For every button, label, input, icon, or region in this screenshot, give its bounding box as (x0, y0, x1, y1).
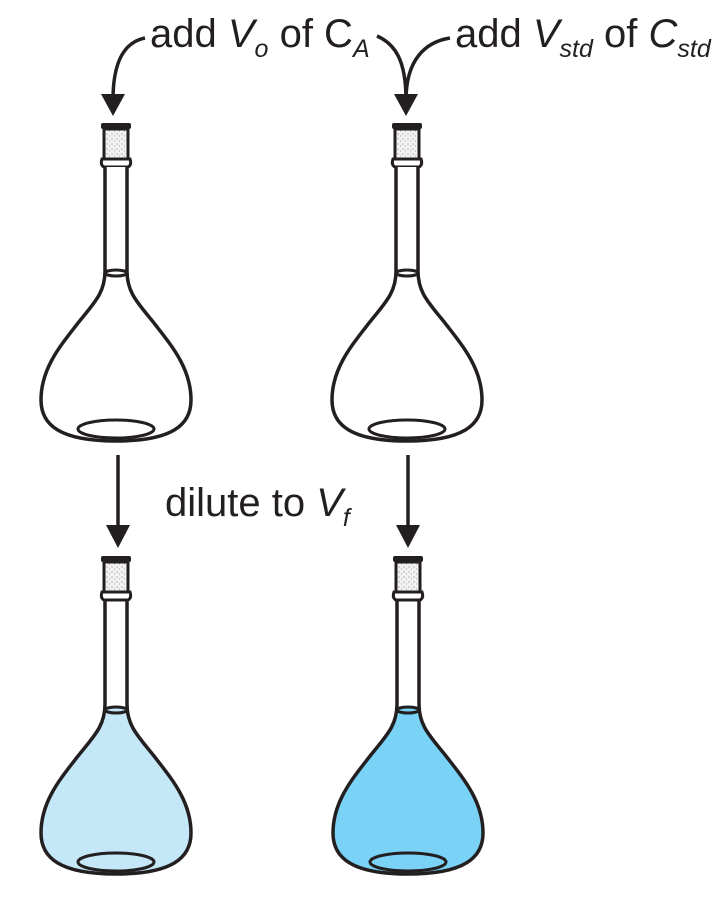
flask-top-right (330, 121, 484, 443)
solution-light (41, 704, 191, 874)
arrow-to-right-flask-a (376, 34, 408, 101)
arrowhead-left-top (101, 94, 125, 116)
flask-bottom-right (331, 556, 485, 876)
solution-dark (333, 704, 483, 874)
label-add-right: add Vstd of Cstd (455, 12, 712, 63)
label-add-left: add Vo of CA (150, 12, 370, 63)
arrowhead-right-top (394, 94, 418, 116)
flask-bottom-left (39, 556, 193, 876)
flask-top-left (39, 121, 193, 443)
arrowhead-dilute-left (106, 525, 130, 548)
arrowhead-dilute-right (396, 525, 420, 548)
arrow-to-right-flask-b (404, 36, 451, 101)
label-dilute: dilute to Vf (165, 481, 353, 532)
arrow-to-left-flask (111, 36, 146, 101)
